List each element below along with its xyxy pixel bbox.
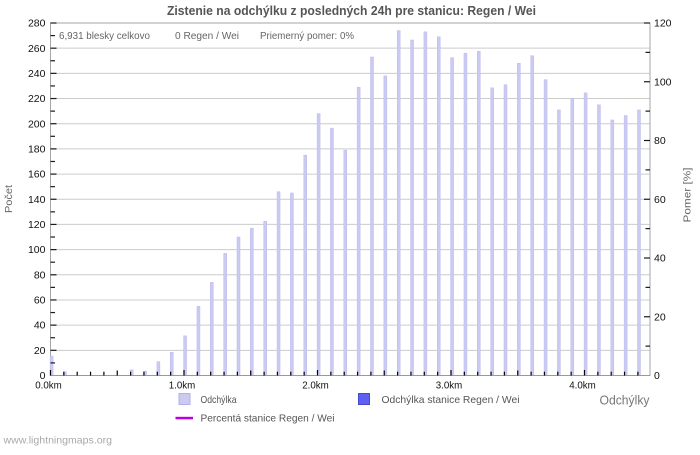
- svg-text:100: 100: [654, 76, 672, 88]
- svg-text:200: 200: [28, 118, 46, 130]
- svg-text:6,931 blesky celkovo: 6,931 blesky celkovo: [59, 30, 150, 42]
- svg-text:220: 220: [28, 93, 46, 105]
- svg-text:Zistenie na odchýlku z posledn: Zistenie na odchýlku z posledných 24h pr…: [167, 4, 536, 18]
- svg-text:Percentá stanice Regen / Wei: Percentá stanice Regen / Wei: [201, 413, 335, 425]
- svg-text:2.0km: 2.0km: [302, 380, 329, 392]
- svg-text:100: 100: [28, 244, 46, 256]
- svg-text:Počet: Počet: [3, 185, 15, 213]
- svg-text:4.0km: 4.0km: [569, 380, 596, 392]
- svg-text:180: 180: [28, 143, 46, 155]
- svg-text:0: 0: [40, 370, 46, 382]
- svg-text:280: 280: [28, 18, 46, 30]
- svg-text:140: 140: [28, 194, 46, 206]
- svg-text:1.0km: 1.0km: [169, 380, 196, 392]
- svg-text:240: 240: [28, 68, 46, 80]
- svg-text:260: 260: [28, 43, 46, 55]
- svg-text:0.0km: 0.0km: [35, 380, 62, 392]
- svg-text:Odchýlka: Odchýlka: [201, 394, 237, 406]
- svg-text:Odchýlka stanice Regen / Wei: Odchýlka stanice Regen / Wei: [382, 394, 520, 406]
- svg-text:0: 0: [654, 370, 660, 382]
- svg-text:20: 20: [34, 345, 46, 357]
- svg-text:160: 160: [28, 169, 46, 181]
- svg-text:40: 40: [34, 320, 46, 332]
- svg-text:120: 120: [28, 219, 46, 231]
- svg-text:40: 40: [654, 253, 666, 265]
- svg-text:60: 60: [654, 194, 666, 206]
- svg-text:3.0km: 3.0km: [436, 380, 463, 392]
- svg-text:80: 80: [34, 269, 46, 281]
- svg-text:0 Regen / Wei: 0 Regen / Wei: [175, 30, 239, 42]
- svg-text:120: 120: [654, 18, 672, 30]
- svg-text:80: 80: [654, 135, 666, 147]
- svg-text:20: 20: [654, 311, 666, 323]
- svg-text:Pomer [%]: Pomer [%]: [682, 167, 694, 222]
- svg-text:www.lightningmaps.org: www.lightningmaps.org: [2, 436, 112, 447]
- svg-text:Priemerný pomer: 0%: Priemerný pomer: 0%: [260, 30, 354, 42]
- svg-text:Odchýlky: Odchýlky: [600, 394, 651, 408]
- svg-text:60: 60: [34, 295, 46, 307]
